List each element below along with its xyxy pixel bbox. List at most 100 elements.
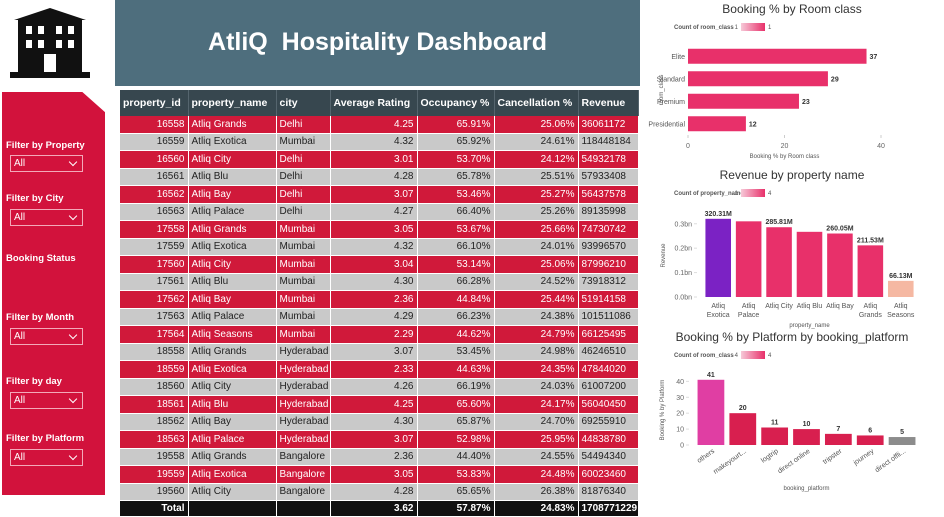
legend-min: 1	[735, 191, 739, 197]
table-cell: 3.01	[330, 150, 418, 169]
table-cell: 24.35%	[494, 360, 579, 379]
x-tick-label: logtrip	[760, 448, 780, 465]
table-cell: Atliq Exotica	[188, 238, 277, 256]
table-cell: 4.28	[330, 483, 418, 501]
x-tick-label: Atliq Seasons	[887, 303, 915, 319]
table-row: 18561 Atliq Blu Hyderabad 4.25 65.60% 24.17% 5…	[120, 395, 639, 414]
legend-max: 1	[768, 25, 772, 31]
table-row: 18558 Atliq Grands Hyderabad 3.07 53.45% 24.9…	[120, 343, 639, 361]
table-cell: 44.62%	[417, 325, 495, 344]
table-cell: 51914158	[578, 290, 639, 309]
legend-min: 1	[735, 25, 739, 31]
table-cell: 19558	[120, 448, 189, 466]
value-label: 29	[831, 76, 839, 83]
table-cell: 101511086	[578, 308, 639, 326]
total-cell: 57.87%	[417, 500, 495, 517]
table-cell: Bangalore	[276, 448, 331, 466]
value-label: 12	[749, 121, 757, 128]
filter-label: Filter by Property	[6, 140, 85, 151]
table-cell: 17563	[120, 308, 189, 326]
filter-dropdown[interactable]: All	[10, 328, 83, 345]
table-row: 19558 Atliq Grands Bangalore 2.36 44.40% 24.5…	[120, 448, 639, 466]
table-cell: 53.70%	[417, 150, 495, 169]
x-tick-label: 20	[781, 143, 789, 150]
y-tick-label: 0.3bn	[674, 221, 692, 228]
table-cell: Atliq Bay	[188, 290, 277, 309]
x-tick-label: Atliq Bay	[826, 303, 854, 310]
total-cell: 1708771229	[578, 500, 639, 517]
value-label: 211.53M	[857, 237, 884, 244]
table-cell: 18558	[120, 343, 189, 361]
table-cell: 4.30	[330, 413, 418, 431]
table-cell: Delhi	[276, 116, 331, 134]
table-cell: Atliq Grands	[188, 220, 277, 239]
table-cell: 65.78%	[417, 168, 495, 186]
table-cell: 4.30	[330, 273, 418, 291]
column-header: Revenue	[578, 90, 639, 116]
table-cell: 19559	[120, 465, 189, 484]
hotel-icon	[10, 8, 90, 78]
table-cell: 19560	[120, 483, 189, 501]
table-cell: Delhi	[276, 168, 331, 186]
table-cell: 53.14%	[417, 255, 495, 274]
x-tick-label: tripster	[822, 448, 844, 466]
table-cell: 18562	[120, 413, 189, 431]
table-cell: Atliq Blu	[188, 168, 277, 186]
table-row: 18560 Atliq City Hyderabad 4.26 66.19% 24.03%…	[120, 378, 639, 396]
legend-title: Count of room_class	[674, 25, 734, 31]
table-cell: 17561	[120, 273, 189, 291]
table-cell: 16562	[120, 185, 189, 204]
filter-dropdown[interactable]: All	[10, 449, 83, 466]
table-cell: 17558	[120, 220, 189, 239]
x-tick-label: makeyourt...	[712, 448, 748, 476]
table-cell: 3.04	[330, 255, 418, 274]
table-cell: 4.25	[330, 395, 418, 414]
table-cell: 65.87%	[417, 413, 495, 431]
value-label: 20	[739, 405, 747, 412]
table-cell: 69255910	[578, 413, 639, 431]
table-cell: Mumbai	[276, 325, 331, 344]
dashboard: AtliQ Hospitality Dashboard Filter by Pr…	[0, 0, 944, 499]
table-cell: 24.17%	[494, 395, 579, 414]
table-cell: 25.27%	[494, 185, 579, 204]
table-cell: 93996570	[578, 238, 639, 256]
bar	[729, 413, 757, 445]
x-tick-label: journey	[852, 448, 876, 468]
bar	[796, 231, 823, 297]
table-cell: 25.06%	[494, 255, 579, 274]
table-cell: 118448184	[578, 133, 639, 151]
bar	[857, 245, 884, 297]
table-cell: 26.38%	[494, 483, 579, 501]
value-label: 285.81M	[765, 219, 792, 226]
y-axis-label: room_class	[659, 75, 665, 106]
filter-label: Booking Status	[6, 253, 76, 264]
filter-label: Filter by Platform	[6, 433, 85, 444]
table-cell: Atliq City	[188, 483, 277, 501]
table-cell: 44.84%	[417, 290, 495, 309]
column-header: property_name	[188, 90, 277, 116]
table-cell: 60023460	[578, 465, 639, 484]
table-cell: 24.79%	[494, 325, 579, 344]
table-row: 18559 Atliq Exotica Hyderabad 2.33 44.63% 24.…	[120, 360, 639, 379]
filter-dropdown[interactable]: All	[10, 209, 83, 226]
table-cell: Hyderabad	[276, 343, 331, 361]
filter-dropdown[interactable]: All	[10, 392, 83, 409]
legend-min: 4	[735, 353, 739, 359]
value-label: 66.13M	[889, 273, 913, 280]
y-axis-label: Booking % by Platform	[660, 380, 666, 441]
table-cell: 66.10%	[417, 238, 495, 256]
legend-gradient	[741, 189, 765, 197]
table-cell: 44.40%	[417, 448, 495, 466]
y-tick-label: 0.2bn	[674, 246, 692, 253]
table-row: 18563 Atliq Palace Hyderabad 3.07 52.98% 25.9…	[120, 430, 639, 449]
bar	[688, 48, 867, 64]
filter-dropdown[interactable]: All	[10, 155, 83, 172]
table-cell: 65.60%	[417, 395, 495, 414]
table-cell: Atliq Grands	[188, 116, 277, 134]
table-cell: 17562	[120, 290, 189, 309]
table-cell: 24.03%	[494, 378, 579, 396]
value-label: 5	[900, 429, 904, 436]
x-tick-label: direct online	[777, 448, 812, 475]
table-cell: 25.66%	[494, 220, 579, 239]
table-row: 17563 Atliq Palace Mumbai 4.29 66.23% 24.38% 1…	[120, 308, 639, 326]
